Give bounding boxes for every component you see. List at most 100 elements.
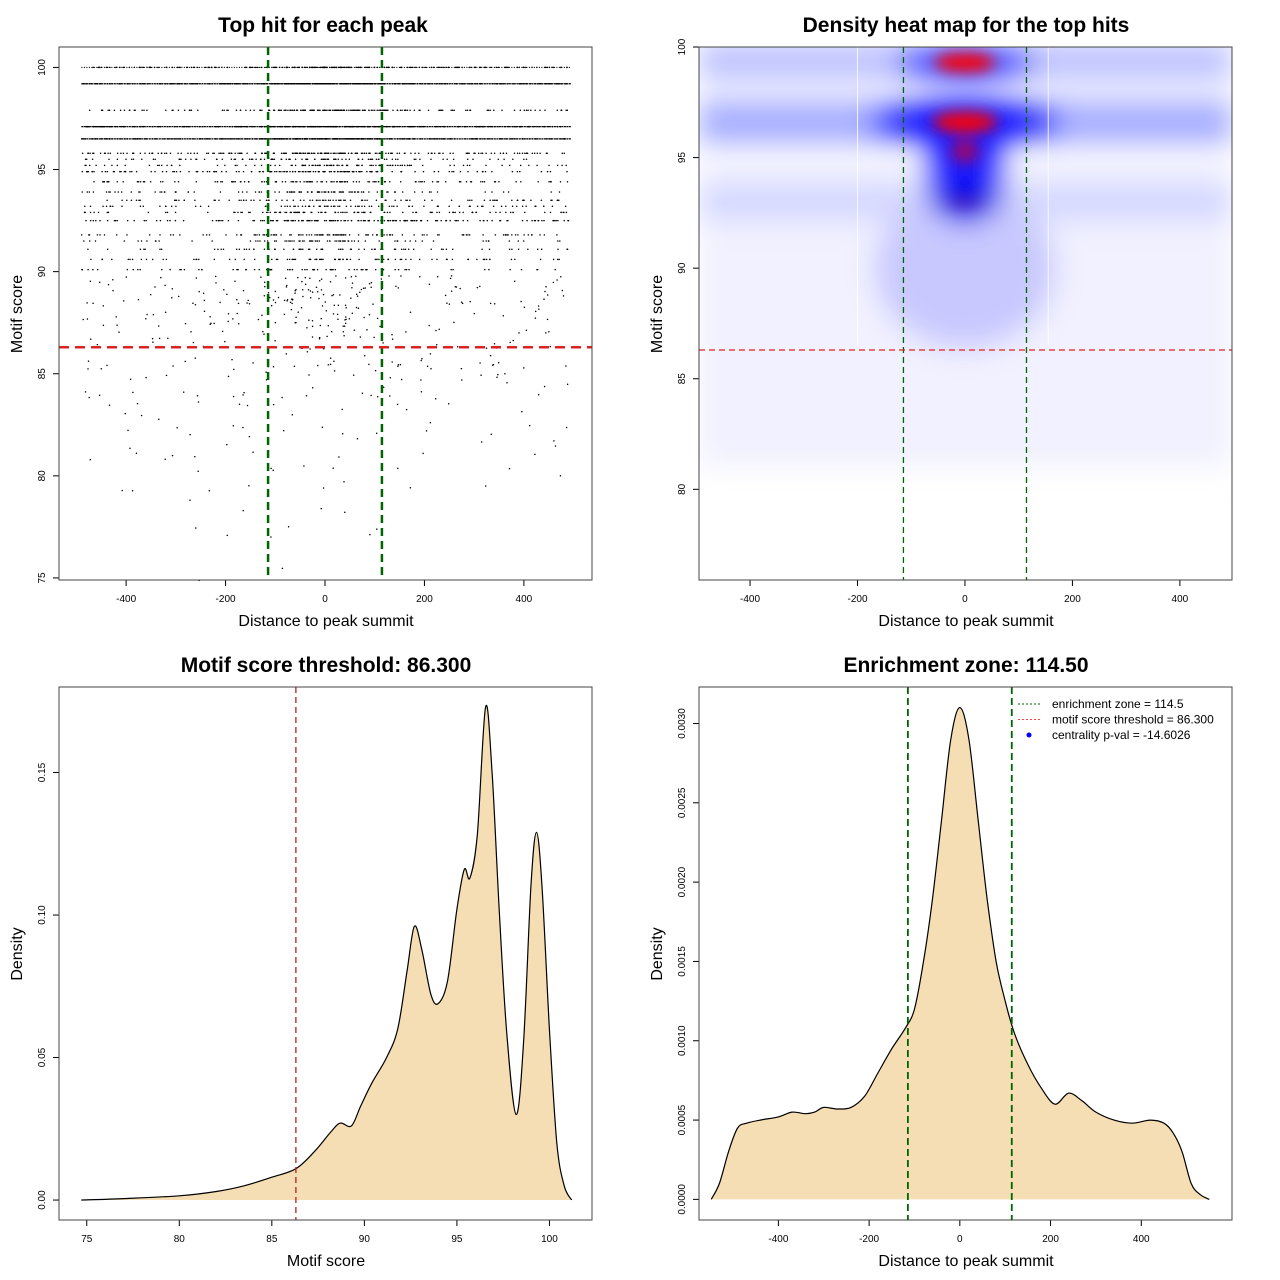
y-tick-label: 0.00 [37,1190,48,1210]
data-point [451,109,454,112]
data-point [278,164,281,167]
data-point [397,287,400,289]
data-point [455,286,458,288]
data-point [330,152,332,154]
data-point [231,358,233,361]
data-point [357,234,360,236]
data-point [337,258,340,261]
data-point [373,336,375,339]
data-point [536,152,539,154]
data-point [287,109,289,112]
data-point [530,109,532,112]
data-point [450,109,452,112]
data-point [274,191,276,193]
data-point [399,181,402,183]
data-point [140,258,143,261]
data-point [525,158,528,161]
data-point [138,191,140,193]
data-point [389,181,391,183]
data-point [556,199,559,201]
data-point [309,277,311,280]
data-point [98,281,101,283]
data-point [167,337,169,339]
data-point [308,319,310,321]
data-point [288,158,290,161]
data-point [290,219,292,222]
data-point [92,66,94,69]
data-point [505,152,508,154]
data-point [286,191,289,193]
data-point [481,248,483,250]
data-point [307,191,309,193]
data-point [139,205,142,208]
data-point [132,152,135,154]
data-point [548,164,550,167]
data-point [362,219,365,222]
data-point [491,219,493,222]
data-point [286,205,289,208]
data-point [253,234,255,236]
data-point [503,158,505,161]
data-point [88,191,91,193]
data-point [188,170,190,173]
y-tick-label: 100 [677,38,688,55]
data-point [309,199,311,201]
data-point [476,170,479,173]
data-point [403,109,406,112]
data-point [237,211,239,214]
data-point [509,211,512,214]
data-point [132,158,135,161]
data-point [84,158,87,161]
data-point [360,268,363,271]
data-point [175,205,177,208]
data-point [363,205,366,208]
data-point [189,499,191,501]
data-point [445,248,448,250]
data-point [218,199,220,201]
data-point [123,240,126,242]
data-point [271,219,273,222]
data-point [236,164,238,167]
data-point [130,158,133,161]
data-point [108,191,110,193]
data-point [103,152,106,154]
data-point [359,66,362,69]
data-point [493,199,496,201]
data-point [479,219,481,222]
data-point [425,430,428,432]
data-point [316,290,319,293]
data-point [92,191,95,193]
data-point [270,467,272,470]
data-point [95,164,97,167]
data-point [420,181,422,183]
data-point [468,234,471,236]
data-point [143,219,146,222]
data-point [341,408,343,411]
data-point [476,205,479,208]
data-point [192,341,195,344]
data-point [499,219,501,222]
data-point [390,152,393,154]
data-point [361,170,363,173]
data-point [397,467,399,470]
data-point [444,181,447,183]
data-point [317,199,319,201]
data-point [337,152,339,154]
data-point [343,234,345,236]
data-point [305,234,308,236]
data-point [361,152,364,154]
data-point [435,219,437,222]
data-point [343,325,346,327]
data-point [249,240,252,242]
data-point [327,205,329,208]
data-point [87,360,90,362]
data-point [337,234,340,236]
data-point [329,363,332,366]
data-point [312,109,314,112]
data-point [310,191,313,193]
data-point [400,248,403,250]
data-point [260,191,263,193]
data-point [335,152,337,154]
data-point [409,486,412,489]
